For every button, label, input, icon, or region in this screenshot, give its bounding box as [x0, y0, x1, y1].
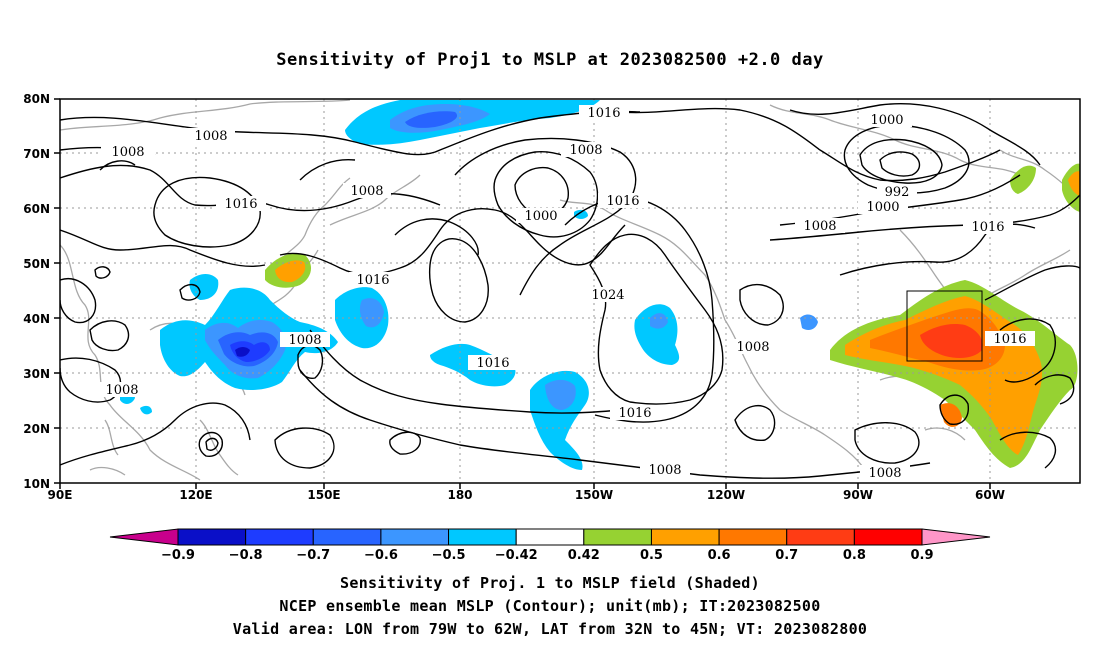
colorbar-segment [583, 528, 652, 546]
contour-label: 1016 [476, 356, 509, 371]
lat-label: 40N [23, 312, 50, 326]
contour-label: 1016 [587, 106, 620, 121]
caption-shaded-field: Sensitivity of Proj. 1 to MSLP field (Sh… [340, 574, 760, 592]
colorbar-arrow-high [921, 528, 991, 546]
lon-label: 120W [707, 488, 745, 502]
contour-label: 1008 [803, 219, 836, 234]
colorbar-segment [380, 528, 450, 546]
colorbar-segment [177, 528, 247, 546]
longitude-labels: 90E 120E 150E 180 150W 120W 90W 60W [48, 488, 1005, 502]
colorbar-segment [650, 528, 720, 546]
contour-label-backgrounds [98, 105, 1035, 480]
colorbar-label: 0.9 [910, 548, 933, 563]
contour-label: 1000 [866, 200, 899, 215]
contour-label: 992 [885, 185, 910, 200]
lon-label: 150E [307, 488, 340, 502]
contour-label: 1000 [524, 209, 557, 224]
axis-ticks [54, 98, 991, 489]
caption-valid-area: Valid area: LON from 79W to 62W, LAT fro… [232, 620, 868, 638]
colorbar-segment [515, 528, 585, 546]
contour-label: 1008 [736, 340, 769, 355]
colorbar-arrow-low [109, 528, 179, 546]
contour-label: 1008 [288, 333, 321, 348]
colorbar-label: 0.8 [843, 548, 866, 563]
colorbar-labels: −0.9 −0.8 −0.7 −0.6 −0.5 −0.42 0.42 0.5 0.6 0.7 0.… [161, 548, 933, 563]
plot-title: Sensitivity of Proj1 to MSLP at 20230825… [276, 50, 824, 70]
colorbar-label: 0.7 [775, 548, 798, 563]
contour-label: 1024 [591, 288, 624, 303]
colorbar-segment [245, 528, 314, 546]
colorbar-label: 0.5 [640, 548, 663, 563]
lat-label: 30N [23, 367, 50, 381]
lat-label: 50N [23, 257, 50, 271]
contour-label: 1016 [356, 273, 389, 288]
lat-label: 10N [23, 477, 50, 491]
contour-label: 1016 [993, 332, 1026, 347]
negative-sensitivity-shading [120, 100, 818, 470]
contour-label: 1008 [569, 143, 602, 158]
contour-label: 1000 [870, 113, 903, 128]
contour-label: 1008 [350, 184, 383, 199]
contour-label: 1016 [224, 197, 257, 212]
lat-label: 80N [23, 92, 50, 106]
contour-label: 1008 [868, 466, 901, 481]
contour-label: 1016 [606, 194, 639, 209]
map-frame [59, 98, 1081, 484]
colorbar-segment [312, 528, 382, 546]
lon-label: 180 [447, 488, 472, 502]
contour-label: 1016 [618, 406, 651, 421]
colorbar-label: −0.42 [495, 548, 538, 563]
latitude-labels: 80N 70N 60N 50N 40N 30N 20N 10N [23, 92, 50, 491]
colorbar [109, 528, 991, 546]
colorbar-segment [718, 528, 788, 546]
colorbar-segment [448, 528, 517, 546]
contour-labels: 1008 1008 1016 1008 1016 1008 1000 1016 … [105, 106, 1026, 481]
contour-label: 1016 [971, 220, 1004, 235]
colorbar-label: −0.9 [161, 548, 195, 563]
colorbar-label: −0.6 [364, 548, 398, 563]
contour-label: 1008 [105, 383, 138, 398]
contour-label: 1008 [111, 145, 144, 160]
valid-area-box [906, 290, 983, 362]
lon-label: 90E [48, 488, 73, 502]
colorbar-label: −0.5 [432, 548, 466, 563]
lon-label: 90W [843, 488, 873, 502]
lon-label: 120E [179, 488, 212, 502]
colorbar-segment [853, 528, 923, 546]
colorbar-label: −0.7 [296, 548, 330, 563]
colorbar-label: 0.42 [568, 548, 600, 563]
colorbar-label: 0.6 [708, 548, 731, 563]
lat-label: 20N [23, 422, 50, 436]
contour-label: 1008 [194, 129, 227, 144]
contour-label: 1008 [648, 463, 681, 478]
colorbar-segment [786, 528, 855, 546]
lon-label: 60W [975, 488, 1005, 502]
lat-label: 70N [23, 147, 50, 161]
caption-contour-field: NCEP ensemble mean MSLP (Contour); unit(… [279, 597, 821, 615]
lat-label: 60N [23, 202, 50, 216]
lon-label: 150W [575, 488, 613, 502]
colorbar-label: −0.8 [229, 548, 263, 563]
